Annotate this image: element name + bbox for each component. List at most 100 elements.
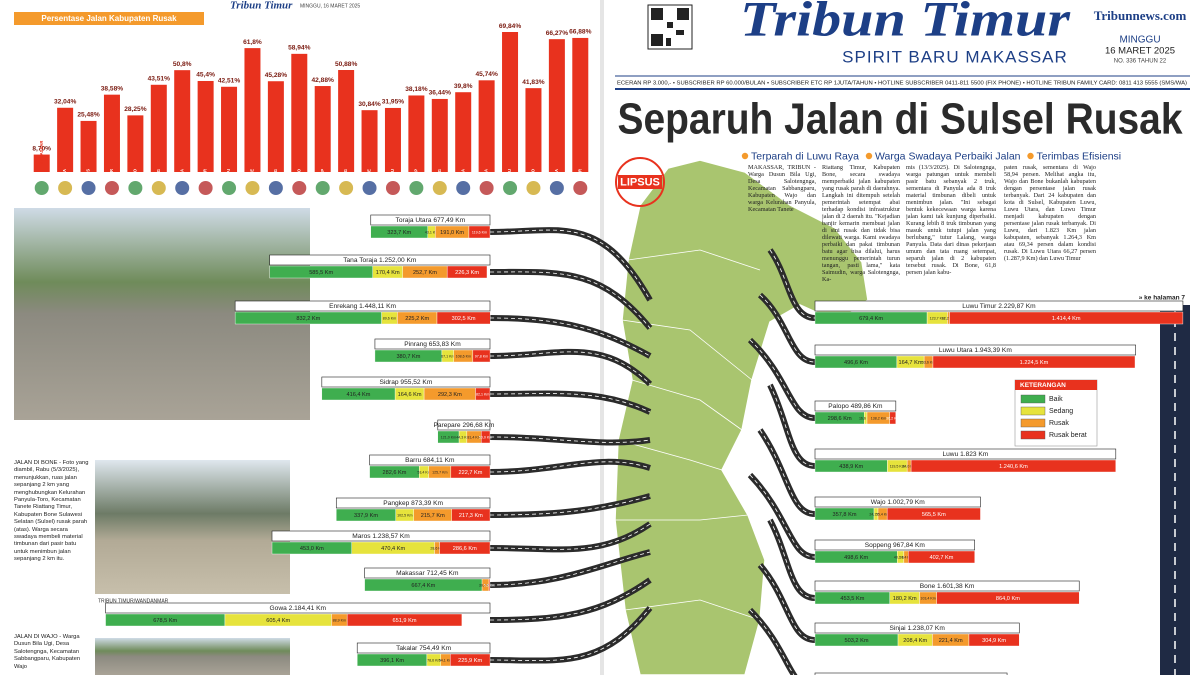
value-label: 43,51% [148, 76, 171, 83]
bar-segment [889, 411, 896, 425]
bar [338, 70, 355, 172]
region-total: 1.448,11 Km [359, 303, 396, 310]
bar-title: Takalar 754,49 Km [396, 645, 452, 652]
bar [548, 39, 565, 172]
qr-code [647, 4, 693, 50]
bar-title-bg [814, 580, 1080, 592]
value-label: 38,58% [101, 85, 124, 92]
region-total: 489,86 Km [851, 403, 883, 410]
photo-wajo [95, 460, 290, 594]
bar-segment [481, 430, 491, 444]
region-total: 2.229,87 Km [998, 303, 1036, 310]
segment-label: 498,6 Km [844, 555, 868, 561]
segment-label: 36,2 Km [886, 416, 899, 420]
regency-logo [34, 181, 49, 195]
bar [33, 154, 50, 172]
segment-label: 357,8 Km [833, 512, 857, 518]
category-label: TAKALAR [109, 169, 114, 189]
segment-label: 123,7 Km [930, 316, 945, 320]
regency-logo [151, 181, 166, 195]
segment-label: 39,3 Km [479, 583, 492, 587]
value-label: 45,28% [265, 72, 288, 79]
bar-title-bg [437, 419, 491, 431]
segment-label: 125,7 Km [432, 470, 447, 474]
bar [221, 86, 238, 172]
segment-label: 54,1 Km [439, 658, 452, 662]
segment-label: 89,6 Km [383, 316, 396, 320]
segment-label: 103,4 Km [920, 596, 935, 600]
subhead: Terparah di Luwu Raya [751, 150, 859, 162]
bar-segment [910, 459, 1116, 473]
legend-label: Sedang [1049, 408, 1073, 415]
segment-label: 304,9 Km [982, 638, 1006, 644]
value-label: 61,8% [243, 39, 262, 46]
segment-label: 43,1 Km [425, 230, 438, 234]
region-name: Pinrang [404, 341, 427, 348]
region-name: Tana Toraja [343, 257, 377, 264]
segment-label: 164,6 Km [398, 392, 422, 398]
region-name: Soppeng [865, 542, 892, 549]
segment-label: 1.414,4 Km [1052, 316, 1081, 322]
road [489, 348, 653, 387]
region-total: 1.238,07 Km [907, 625, 945, 632]
bar-segment [932, 355, 1136, 369]
region-name: Parepare [433, 422, 460, 429]
jump: » ke halaman 7 [1139, 295, 1186, 302]
value-label: 39,8% [454, 83, 473, 90]
regency-logo [479, 181, 494, 195]
region-name: Enrekang [329, 303, 358, 310]
bar-segment [886, 507, 981, 521]
value-label: 45,4% [196, 72, 215, 79]
segment-label: 337,9 Km [354, 513, 378, 519]
segment-label: 82,1 Km [476, 392, 489, 396]
segment-label: 302,5 Km [452, 316, 476, 322]
regency-logo [409, 181, 424, 195]
bar-segment [451, 508, 491, 522]
category-label: LUWU [507, 169, 512, 182]
left-date: MINGGU, 16 MARET 2025 [300, 3, 360, 9]
article-column: MAKASSAR, TRIBUN - Warga Dusun Bila Ugi,… [748, 164, 816, 213]
road-marking [489, 351, 651, 385]
regency-logo [81, 181, 96, 195]
road-marking [489, 495, 651, 516]
article-column: paten rusak, sementara di Wajo 58,94 per… [1004, 164, 1096, 262]
region-total: 1.601,38 Km [937, 583, 975, 590]
legend-label: Rusak [1049, 420, 1069, 427]
segment-label: 119,5 Km [890, 464, 905, 468]
chart-title-bg [14, 12, 204, 25]
bar-segment [488, 578, 491, 592]
road-marking [489, 436, 651, 443]
segment-label: 503,2 Km [845, 638, 869, 644]
headline: Separuh Jalan di Sulsel Rusak [618, 95, 1183, 144]
segment-label: 26,4 Km [899, 555, 912, 559]
segment-label: 138,2 Km [871, 416, 886, 420]
road-marking [759, 429, 816, 515]
segment-label: 678,5 Km [153, 618, 177, 624]
category-label: SELAYAR [203, 169, 208, 188]
value-label: 50,88% [335, 61, 358, 68]
bar-title-bg [814, 300, 1184, 312]
bar-title-bg [269, 254, 491, 266]
gutter [600, 0, 604, 675]
bar [455, 92, 472, 172]
category-label: GOWA [62, 169, 67, 182]
site-logo: Tribunnews.com [1094, 8, 1187, 23]
segment-label: 78,6 Km [427, 658, 440, 662]
bar [384, 107, 401, 172]
edition: NO. 336 TAHUN 22 [1114, 59, 1167, 65]
legend-label: Rusak berat [1049, 432, 1087, 439]
stamp-text: LIPSUS [620, 176, 660, 188]
segment-label: 222,7 Km [458, 470, 482, 476]
regency-logo [104, 181, 119, 195]
caption: JALAN DI WAJO - Warga Dusun Bila Ugi, De… [14, 634, 81, 670]
road-marking [769, 519, 816, 599]
bar-title-bg [814, 496, 981, 508]
segment-label: 585,5 Km [309, 270, 333, 276]
segment-label: 323,7 Km [387, 230, 411, 236]
value-label: 58,94% [288, 45, 311, 52]
regency-logo [245, 181, 260, 195]
bar-title: Barru 684,11 Km [405, 457, 455, 464]
bar-title-bg [356, 642, 491, 654]
bar [478, 80, 495, 172]
